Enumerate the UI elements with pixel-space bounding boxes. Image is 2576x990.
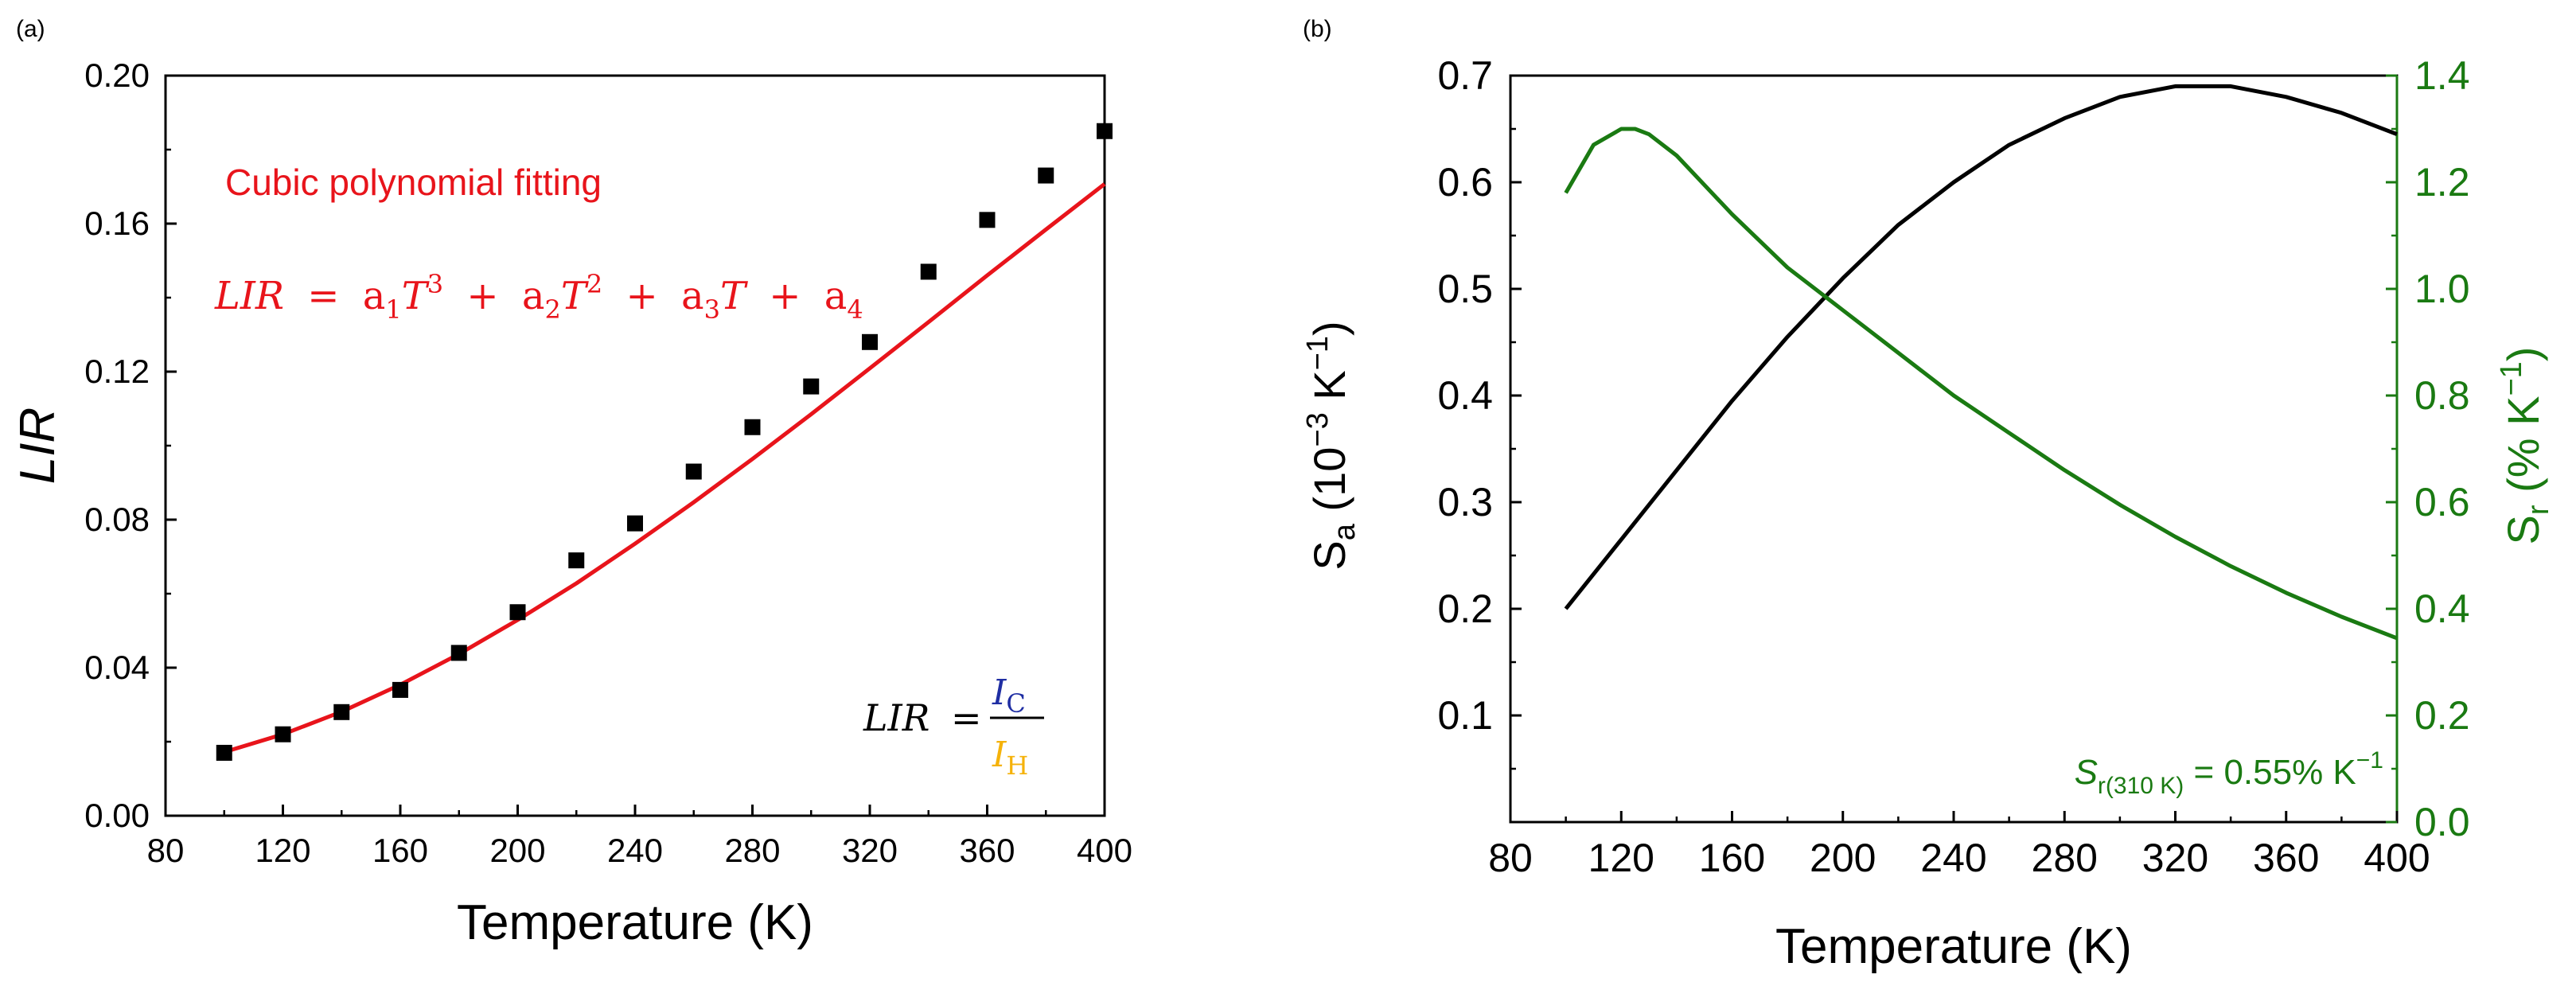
data-point bbox=[744, 419, 761, 435]
chart-b-frame bbox=[1509, 74, 2399, 824]
x-tick-label: 360 bbox=[959, 832, 1015, 869]
x-tick-label: 200 bbox=[489, 832, 545, 869]
x-tick-label: 120 bbox=[1588, 836, 1654, 880]
chart-a-fit-line bbox=[224, 182, 1106, 754]
data-point bbox=[333, 704, 350, 720]
ratio-numerator: IC bbox=[992, 672, 1026, 719]
data-point bbox=[275, 726, 291, 742]
ratio-denominator: IH bbox=[992, 735, 1028, 781]
chart-a-y-ticks: 0.00 0.04 0.08 0.12 0.16 0.20 bbox=[84, 57, 177, 834]
panel-b-label: (b) bbox=[1303, 16, 1332, 42]
left-y-tick-label: 0.1 bbox=[1437, 693, 1493, 738]
y-tick-label: 0.20 bbox=[84, 57, 150, 94]
sr-curve bbox=[1564, 127, 2398, 641]
x-tick-label: 280 bbox=[2032, 836, 2098, 880]
right-y-tick-label: 1.2 bbox=[2414, 160, 2470, 205]
left-y-tick-label: 0.3 bbox=[1437, 480, 1493, 524]
data-point bbox=[509, 604, 526, 621]
data-point bbox=[920, 263, 937, 280]
chart-b-left-y-ticks: 0.1 0.2 0.3 0.4 0.5 0.6 0.7 bbox=[1437, 53, 1522, 770]
chart-b-right-y-axis-label: Sr (% K−1) bbox=[2495, 347, 2555, 545]
chart-a-data-points bbox=[216, 123, 1113, 761]
data-point bbox=[392, 681, 408, 698]
right-y-tick-label: 1.0 bbox=[2414, 267, 2470, 311]
data-point bbox=[1038, 167, 1054, 184]
ratio-formula: LIR = IC IH bbox=[863, 672, 1044, 781]
x-tick-label: 240 bbox=[1920, 836, 1986, 880]
chart-b-x-ticks: 80 120 160 200 240 280 320 360 400 bbox=[1488, 811, 2430, 880]
chart-b-x-axis-label: Temperature (K) bbox=[1775, 919, 2132, 974]
right-y-tick-label: 0.0 bbox=[2414, 800, 2470, 844]
right-y-tick-label: 0.8 bbox=[2414, 373, 2470, 418]
chart-a-y-axis-label: LIR bbox=[10, 407, 65, 484]
left-y-tick-label: 0.6 bbox=[1437, 160, 1493, 205]
chart-b-left-y-axis-label: Sa (10−3 K−1) bbox=[1301, 321, 1362, 570]
left-y-tick-label: 0.5 bbox=[1437, 267, 1493, 311]
right-y-tick-label: 0.4 bbox=[2414, 587, 2470, 631]
chart-a-x-ticks: 80 120 160 200 240 280 320 360 400 bbox=[147, 805, 1132, 869]
y-tick-label: 0.16 bbox=[84, 205, 150, 242]
chart-b-right-y-ticks: 0.0 0.2 0.4 0.6 0.8 1.0 1.2 1.4 bbox=[2386, 53, 2470, 844]
y-tick-label: 0.00 bbox=[84, 797, 150, 834]
sa-curve bbox=[1564, 84, 2398, 610]
chart-b-series bbox=[1564, 84, 2398, 641]
left-y-tick-label: 0.7 bbox=[1437, 53, 1493, 98]
y-tick-label: 0.04 bbox=[84, 649, 150, 686]
data-point bbox=[450, 645, 467, 661]
x-tick-label: 280 bbox=[724, 832, 780, 869]
right-y-tick-label: 1.4 bbox=[2414, 53, 2470, 98]
data-point bbox=[568, 552, 585, 569]
x-tick-label: 160 bbox=[372, 832, 428, 869]
x-tick-label: 240 bbox=[607, 832, 663, 869]
data-point bbox=[627, 515, 643, 532]
x-tick-label: 200 bbox=[1810, 836, 1876, 880]
data-point bbox=[1097, 123, 1113, 139]
y-tick-label: 0.12 bbox=[84, 353, 150, 390]
chart-b: 80 120 160 200 240 280 320 360 400 0.10.20.30.40… bbox=[1301, 53, 2555, 974]
sensitivity-annotation: Sr(310 K) = 0.55% K−1 bbox=[2075, 747, 2383, 799]
x-tick-label: 360 bbox=[2253, 836, 2319, 880]
data-point bbox=[979, 212, 996, 228]
x-tick-label: 160 bbox=[1699, 836, 1765, 880]
left-y-tick-label: 0.2 bbox=[1437, 587, 1493, 631]
data-point bbox=[216, 744, 232, 761]
fit-title-annotation: Cubic polynomial fitting bbox=[225, 162, 602, 203]
x-tick-label: 80 bbox=[1488, 836, 1533, 880]
chart-a: 80 120 160 200 240 280 320 360 400 0.000.040.080… bbox=[10, 57, 1132, 950]
left-y-tick-label: 0.4 bbox=[1437, 373, 1493, 418]
right-y-tick-label: 0.2 bbox=[2414, 693, 2470, 738]
x-tick-label: 120 bbox=[255, 832, 310, 869]
right-y-tick-label: 0.6 bbox=[2414, 480, 2470, 524]
panel-a-label: (a) bbox=[16, 16, 45, 42]
data-point bbox=[685, 463, 702, 480]
x-tick-label: 80 bbox=[147, 832, 185, 869]
fit-curve bbox=[224, 182, 1106, 754]
ratio-lhs: LIR bbox=[863, 696, 929, 739]
chart-a-x-axis-label: Temperature (K) bbox=[457, 895, 813, 950]
x-tick-label: 320 bbox=[2142, 836, 2208, 880]
data-point bbox=[803, 378, 820, 395]
data-point bbox=[862, 333, 878, 350]
polynomial-equation: LIR = a1T3 + a2T2 + a3T + a4 bbox=[214, 258, 863, 325]
x-tick-label: 400 bbox=[1077, 832, 1132, 869]
x-tick-label: 400 bbox=[2364, 836, 2430, 880]
ratio-equals: = bbox=[951, 696, 982, 739]
x-tick-label: 320 bbox=[842, 832, 898, 869]
y-tick-label: 0.08 bbox=[84, 501, 150, 538]
